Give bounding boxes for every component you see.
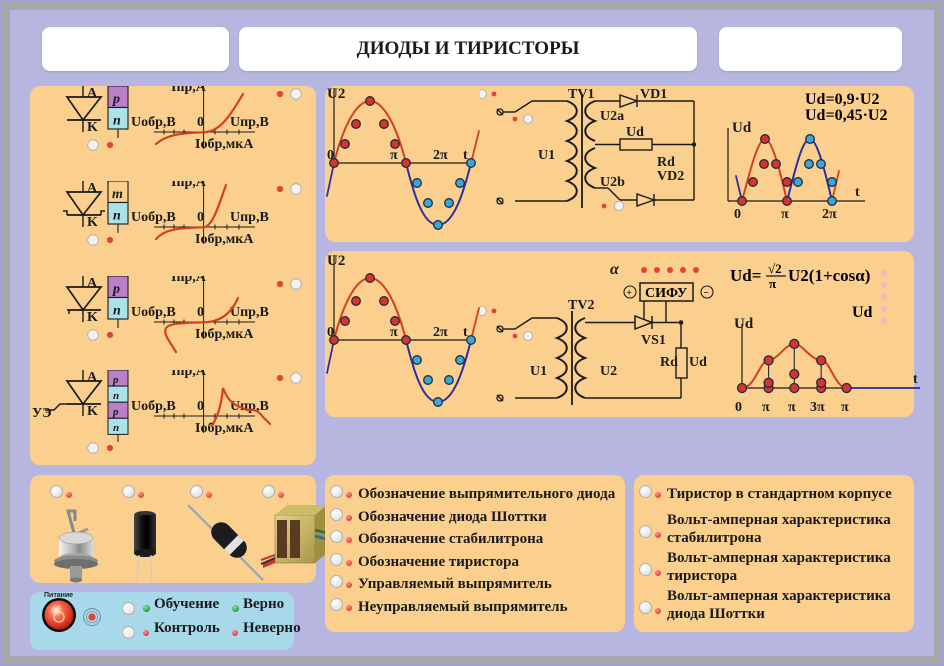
svg-text:p: p [112,374,119,386]
svg-text:n: n [113,114,121,129]
svg-text:Uпр,В: Uпр,В [230,115,269,130]
svg-text:СИФУ: СИФУ [645,286,687,301]
svg-text:U2(1+cosα): U2(1+cosα) [788,266,870,285]
svg-text:α: α [610,261,620,278]
svg-text:VS1: VS1 [641,333,666,348]
svg-text:π: π [390,148,398,163]
svg-text:U2: U2 [327,86,345,102]
svg-text:p: p [112,282,120,297]
svg-text:2π: 2π [822,207,837,222]
svg-text:Iобр,мкА: Iобр,мкА [195,232,254,247]
svg-text:π: π [390,325,398,340]
svg-text:Ud: Ud [626,125,644,140]
svg-text:Ud: Ud [734,316,754,332]
svg-text:Ud=0,45·U2: Ud=0,45·U2 [805,107,887,124]
svg-text:A: A [87,276,98,291]
svg-text:A: A [87,86,98,101]
svg-text:3π: 3π [810,400,825,415]
svg-text:0: 0 [197,305,204,320]
svg-text:Ud=: Ud= [730,266,761,285]
svg-text:Uпр,В: Uпр,В [230,305,269,320]
svg-text:VD2: VD2 [657,169,684,184]
svg-text:t: t [855,185,860,200]
svg-text:Uобр,В: Uобр,В [131,210,176,225]
svg-text:+: + [627,288,632,298]
svg-text:π: π [788,400,796,415]
svg-text:0: 0 [735,400,742,415]
svg-text:Iобр,мкА: Iобр,мкА [195,327,254,342]
svg-text:Uпр,В: Uпр,В [230,210,269,225]
svg-text:n: n [113,422,119,434]
svg-text:Uобр,В: Uобр,В [131,399,176,414]
svg-text:U1: U1 [530,364,547,379]
svg-text:TV2: TV2 [568,298,594,313]
svg-text:0: 0 [197,115,204,130]
svg-text:π: π [841,400,849,415]
svg-text:Rd: Rd [660,355,678,370]
svg-text:√2: √2 [768,261,782,276]
svg-text:Rd: Rd [657,155,675,170]
svg-text:n: n [113,208,121,223]
svg-text:A: A [87,370,98,385]
svg-text:π: π [769,276,776,291]
svg-text:0: 0 [197,399,204,414]
svg-text:π: π [762,400,770,415]
svg-text:УЭ: УЭ [32,406,52,421]
svg-text:Iпр,А: Iпр,А [171,181,207,190]
svg-text:K: K [87,404,98,419]
svg-text:2π: 2π [433,325,448,340]
svg-text:K: K [87,120,98,135]
svg-text:Uобр,В: Uобр,В [131,305,176,320]
svg-text:0: 0 [197,210,204,225]
svg-text:VD1: VD1 [640,87,667,102]
svg-text:Ud: Ud [689,355,707,370]
svg-text:U2: U2 [327,253,345,269]
svg-text:Ud: Ud [852,304,873,321]
svg-text:Uпр,В: Uпр,В [230,399,269,414]
svg-text:U2a: U2a [600,109,624,124]
svg-text:U1: U1 [538,148,555,163]
svg-text:K: K [87,310,98,325]
svg-text:n: n [113,390,119,402]
svg-text:U2: U2 [600,364,617,379]
svg-text:Iпр,А: Iпр,А [171,86,207,95]
svg-text:Ud=0,9·U2: Ud=0,9·U2 [805,91,879,108]
svg-text:A: A [87,181,98,196]
svg-text:Uобр,В: Uобр,В [131,115,176,130]
svg-text:K: K [87,215,98,230]
svg-text:Ud: Ud [732,120,752,136]
svg-text:m: m [112,187,123,202]
svg-text:Iпр,А: Iпр,А [171,276,207,285]
svg-text:Iпр,А: Iпр,А [171,370,207,379]
svg-text:p: p [112,92,120,107]
svg-text:Iобр,мкА: Iобр,мкА [195,137,254,152]
svg-text:t: t [913,372,918,387]
svg-text:2π: 2π [433,148,448,163]
svg-text:π: π [781,207,789,222]
svg-text:Iобр,мкА: Iобр,мкА [195,421,254,436]
svg-text:p: p [112,406,119,418]
svg-text:n: n [113,303,121,318]
svg-text:−: − [704,288,709,298]
svg-text:0: 0 [734,207,741,222]
